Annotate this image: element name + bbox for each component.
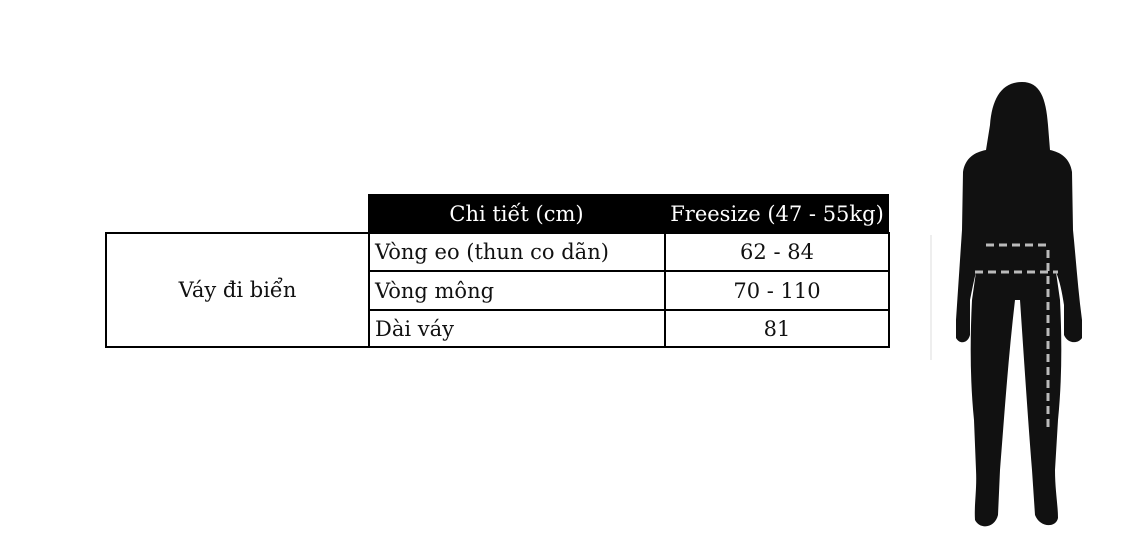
row-detail: Vòng eo (thun co dãn)	[368, 232, 666, 272]
row-detail: Dài váy	[368, 309, 666, 348]
row-detail: Vòng mông	[368, 270, 666, 311]
header-size: Freesize (47 - 55kg)	[665, 194, 889, 234]
row-value: 81	[664, 309, 890, 348]
header-detail: Chi tiết (cm)	[368, 194, 665, 234]
